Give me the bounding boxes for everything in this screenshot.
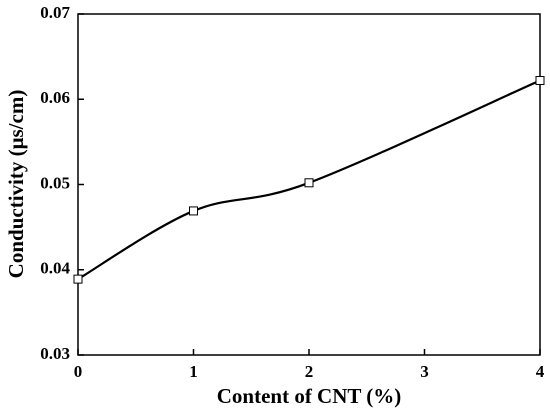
- marker: [73, 274, 83, 284]
- y-tick-label: 0.04: [40, 259, 70, 278]
- x-tick-label: 0: [74, 362, 83, 381]
- x-tick-label: 3: [420, 362, 429, 381]
- x-tick-label: 1: [189, 362, 198, 381]
- x-tick-label: 4: [536, 362, 545, 381]
- x-axis-title: Content of CNT (%): [217, 384, 402, 408]
- y-axis-title: Conductivity (μs/cm): [4, 90, 28, 279]
- y-tick-label: 0.03: [40, 344, 70, 363]
- marker: [304, 178, 314, 188]
- x-tick-label: 2: [305, 362, 314, 381]
- y-tick-label: 0.07: [40, 3, 70, 22]
- y-tick-label: 0.05: [40, 173, 70, 192]
- y-tick-label: 0.06: [40, 88, 70, 107]
- marker: [535, 75, 545, 85]
- line: [77, 79, 541, 281]
- marker: [189, 206, 198, 216]
